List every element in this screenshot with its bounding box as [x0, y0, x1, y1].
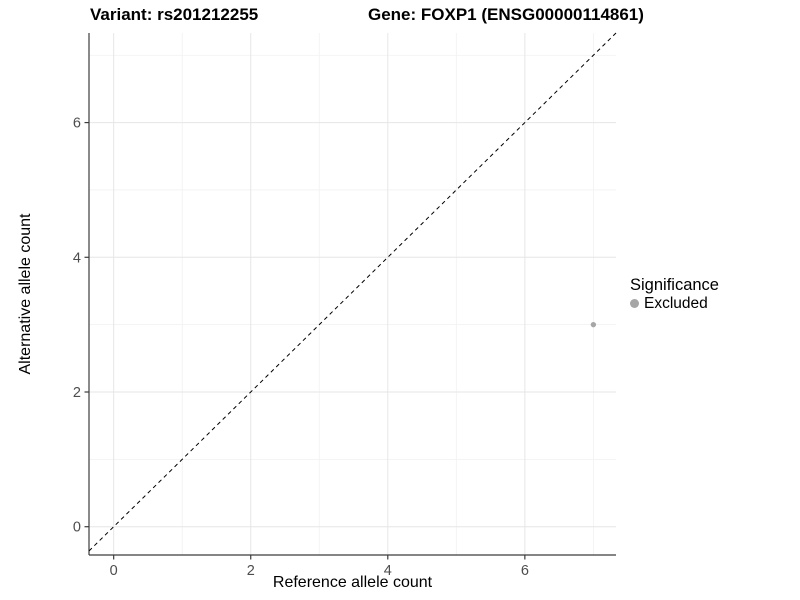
y-tick-label: 0: [73, 520, 81, 536]
legend-point-icon: [630, 299, 639, 308]
x-tick-label: 6: [521, 563, 529, 579]
legend-entry-excluded: Excluded: [630, 295, 719, 312]
x-tick-label: 0: [110, 563, 118, 579]
identity-line: [88, 32, 617, 552]
y-tick-label: 6: [73, 116, 81, 132]
y-tick-label: 4: [73, 250, 81, 266]
y-axis-title: Alternative allele count: [17, 213, 34, 375]
data-point: [590, 321, 597, 328]
plot-title-gene: Gene: FOXP1 (ENSG00000114861): [368, 5, 644, 24]
x-axis-title: Reference allele count: [272, 574, 433, 591]
y-tick-label: 2: [73, 385, 81, 401]
plot-title-variant: Variant: rs201212255: [90, 5, 259, 24]
legend-entry-label: Excluded: [644, 295, 708, 312]
x-tick-label: 4: [384, 563, 392, 579]
x-tick-label: 2: [247, 563, 255, 579]
legend-title: Significance: [630, 276, 719, 294]
legend: Significance Excluded: [630, 276, 719, 312]
